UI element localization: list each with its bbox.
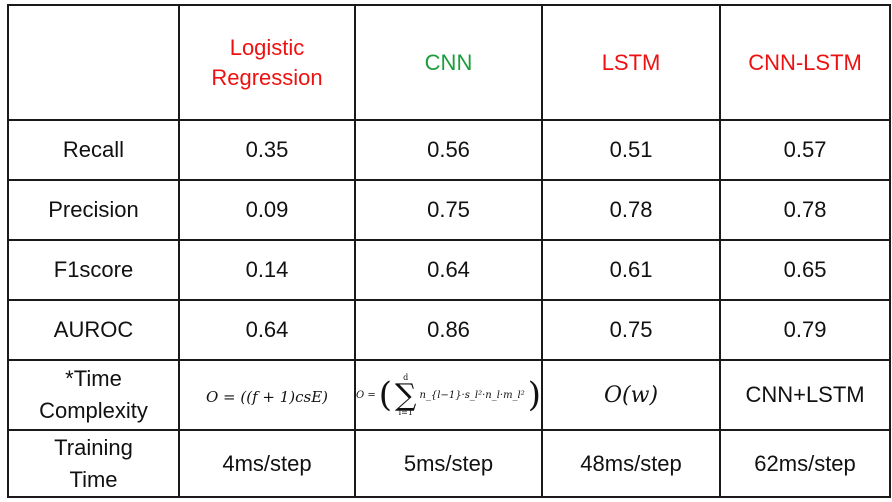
table-cell: 0.75 [353, 179, 544, 241]
table-cell: 0.78 [541, 179, 722, 241]
table-cell: 0.57 [719, 119, 892, 181]
row-label-line1: *Time [65, 366, 122, 392]
header-label-line2: Regression [211, 64, 323, 90]
header-label-line1: Logistic [229, 34, 305, 60]
table-row-training-time: Training Time 4ms/step 5ms/step 48ms/ste… [7, 429, 892, 498]
table-cell: 0.86 [353, 299, 544, 361]
header-label: LSTM [601, 49, 661, 75]
formula-lstm: O(w) [604, 383, 659, 408]
row-label: F1score [7, 239, 180, 301]
header-row: Logistic Regression CNN LSTM CNN-LSTM [7, 4, 892, 121]
results-table: Logistic Regression CNN LSTM CNN-LSTM Re… [7, 4, 892, 498]
table-cell: 0.61 [541, 239, 722, 301]
header-cnn-lstm: CNN-LSTM [719, 4, 892, 121]
table-cell: 0.65 [719, 239, 892, 301]
row-label: Precision [7, 179, 180, 241]
close-paren-icon: ) [527, 375, 542, 415]
row-label: AUROC [7, 299, 180, 361]
row-label: Training Time [7, 429, 180, 498]
header-logistic-regression: Logistic Regression [178, 4, 356, 121]
table-cell: 5ms/step [353, 429, 544, 498]
table-cell-formula: O = ( d ∑ l=1 n_{l−1}·s_l²·n_l·m_l² ) [353, 359, 544, 431]
sum-upper-limit: d [403, 372, 409, 382]
table-cell: 0.51 [541, 119, 722, 181]
sum-term: n_{l−1}·s_l²·n_l·m_l² [419, 389, 525, 401]
summation-icon: d ∑ l=1 [395, 372, 417, 417]
table-cell: 0.79 [719, 299, 892, 361]
table-cell-formula: O(w) [541, 359, 722, 431]
formula-logistic-regression: O = ((f + 1)csE) [205, 388, 329, 406]
table-cell: 0.78 [719, 179, 892, 241]
row-label-line2: Time [69, 466, 118, 492]
corner-cell [7, 4, 180, 121]
table-cell: 0.14 [178, 239, 356, 301]
table-cell: 0.64 [353, 239, 544, 301]
table-row-precision: Precision 0.09 0.75 0.78 0.78 [7, 179, 892, 241]
table-cell: CNN+LSTM [719, 359, 892, 431]
table-cell: 0.75 [541, 299, 722, 361]
header-lstm: LSTM [541, 4, 722, 121]
formula-prefix: O = [356, 389, 376, 401]
table-cell: 0.56 [353, 119, 544, 181]
header-cnn: CNN [353, 4, 544, 121]
row-label: Recall [7, 119, 180, 181]
row-label: *Time Complexity [7, 359, 180, 431]
table-row-recall: Recall 0.35 0.56 0.51 0.57 [7, 119, 892, 181]
formula-cnn: O = ( d ∑ l=1 n_{l−1}·s_l²·n_l·m_l² ) [356, 372, 542, 417]
table-cell: 48ms/step [541, 429, 722, 498]
table-cell: 62ms/step [719, 429, 892, 498]
row-label-line2: Complexity [39, 398, 148, 423]
table-cell: 0.35 [178, 119, 356, 181]
table-row-f1score: F1score 0.14 0.64 0.61 0.65 [7, 239, 892, 301]
table-cell-formula: O = ((f + 1)csE) [178, 359, 356, 431]
sum-lower-limit: l=1 [398, 407, 413, 417]
table-row-auroc: AUROC 0.64 0.86 0.75 0.79 [7, 299, 892, 361]
row-label-line1: Training [54, 434, 133, 460]
header-label: CNN [424, 49, 473, 75]
table-row-time-complexity: *Time Complexity O = ((f + 1)csE) O = ( … [7, 359, 892, 431]
header-label: CNN-LSTM [748, 49, 862, 75]
open-paren-icon: ( [378, 375, 393, 415]
table-cell: 0.09 [178, 179, 356, 241]
table-cell: 4ms/step [178, 429, 356, 498]
table-cell: 0.64 [178, 299, 356, 361]
